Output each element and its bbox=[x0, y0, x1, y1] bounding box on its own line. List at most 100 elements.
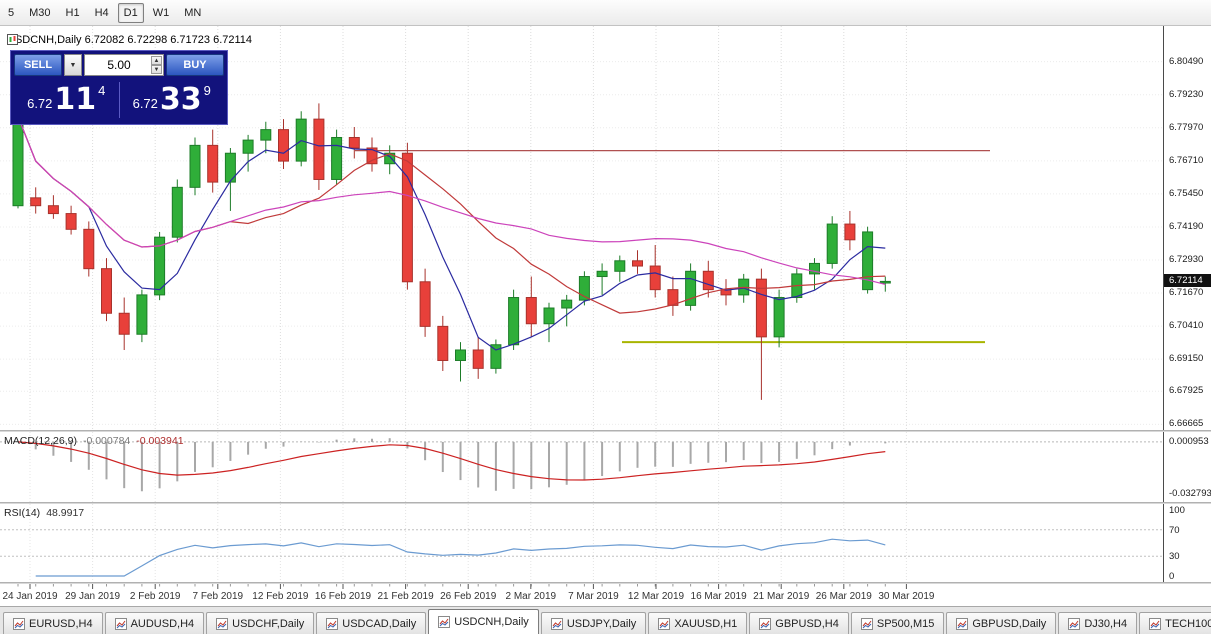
bid-price-main: 11 bbox=[54, 82, 97, 117]
panel-splitter[interactable] bbox=[0, 582, 1211, 584]
chart-tab-label: DJ30,H4 bbox=[1084, 617, 1128, 630]
date-axis-label: 26 Feb 2019 bbox=[440, 591, 497, 602]
chart-tab-tech100-h1[interactable]: TECH100,H1 bbox=[1139, 612, 1211, 634]
chart-tab-gbpusd-h4[interactable]: GBPUSD,H4 bbox=[749, 612, 849, 634]
date-axis-label: 24 Jan 2019 bbox=[2, 591, 58, 602]
macd-canvas[interactable] bbox=[0, 432, 1163, 502]
ask-quote[interactable]: 6.72 33 9 bbox=[120, 79, 225, 121]
chart-tab-label: GBPUSD,Daily bbox=[972, 617, 1047, 630]
chart-tab-xauusd-h1[interactable]: XAUUSD,H1 bbox=[648, 612, 748, 634]
volume-down-icon[interactable]: ▼ bbox=[151, 65, 162, 74]
date-axis-label: 29 Jan 2019 bbox=[65, 591, 121, 602]
mini-chart-icon bbox=[216, 617, 229, 630]
rsi-value: 48.9917 bbox=[46, 507, 85, 519]
chart-tab-eurusd-h4[interactable]: EURUSD,H4 bbox=[3, 612, 103, 634]
mini-chart-icon bbox=[550, 617, 563, 630]
chart-tabs-bar: EURUSD,H4 AUDUSD,H4 USDCHF,Daily USDCAD,Dai… bbox=[0, 606, 1211, 634]
date-axis-label: 2 Feb 2019 bbox=[129, 591, 181, 602]
timeframe-button-d1[interactable]: D1 bbox=[117, 2, 144, 23]
main-chart-panel: USDCNH,Daily 6.72082 6.72298 6.71723 6.7… bbox=[0, 26, 1211, 430]
buy-button[interactable]: BUY bbox=[166, 54, 224, 76]
candlestick-chart-icon bbox=[7, 34, 18, 45]
date-axis-label: 21 Feb 2019 bbox=[377, 591, 434, 602]
rsi-axis-label: 0 bbox=[1169, 571, 1175, 582]
chart-tab-label: GBPUSD,H4 bbox=[775, 617, 839, 630]
sell-button[interactable]: SELL bbox=[14, 54, 62, 76]
one-click-trading-panel: SELL ▼ ▲ ▼ BUY 6.72 11 4 bbox=[10, 50, 228, 125]
timeframe-button-h4[interactable]: H4 bbox=[94, 6, 109, 19]
macd-main-value: -0.000784 bbox=[82, 435, 131, 447]
chart-tab-usdcnh-daily[interactable]: USDCNH,Daily bbox=[428, 609, 539, 634]
timeframe-button-mn[interactable]: MN bbox=[184, 6, 202, 19]
moving-averages-layer bbox=[17, 116, 886, 351]
mini-chart-icon bbox=[114, 617, 127, 630]
rsi-panel: RSI(14) 48.9917 100 70 30 0 bbox=[0, 504, 1211, 582]
chart-tab-label: USDCAD,Daily bbox=[342, 617, 417, 630]
mini-chart-icon bbox=[13, 617, 25, 630]
chart-tab-audusd-h4[interactable]: AUDUSD,H4 bbox=[104, 612, 205, 634]
price-axis-label: 6.69150 bbox=[1169, 353, 1204, 365]
ask-price-prefix: 6.72 bbox=[132, 96, 158, 111]
rsi-canvas[interactable] bbox=[0, 504, 1163, 582]
rsi-axis-label: 70 bbox=[1169, 524, 1180, 536]
tick-marks bbox=[17, 584, 907, 589]
rsi-axis-label: 30 bbox=[1169, 551, 1180, 563]
volume-input[interactable] bbox=[85, 57, 163, 73]
panel-splitter[interactable] bbox=[0, 502, 1211, 504]
mini-chart-icon bbox=[1068, 617, 1081, 630]
date-axis-label: 7 Feb 2019 bbox=[192, 591, 244, 602]
date-axis-label: 30 Mar 2019 bbox=[878, 591, 935, 602]
rsi-axis: 100 70 30 0 bbox=[1163, 504, 1211, 582]
macd-axis: 0.000953 -0.032793 bbox=[1163, 432, 1211, 502]
timeframe-button-m30[interactable]: M30 bbox=[29, 6, 51, 19]
mini-chart-icon bbox=[1149, 617, 1162, 630]
rsi-grid-layer bbox=[0, 504, 1163, 582]
rsi-label: RSI(14) bbox=[4, 507, 41, 519]
date-axis-label: 16 Mar 2019 bbox=[690, 591, 747, 602]
volume-dropdown-icon[interactable]: ▼ bbox=[64, 54, 82, 76]
chart-ohlc-title: USDCNH,Daily 6.72082 6.72298 6.71723 6.7… bbox=[7, 34, 252, 46]
timeframe-button-h1[interactable]: H1 bbox=[65, 6, 80, 19]
timeframe-button-w1[interactable]: W1 bbox=[152, 6, 170, 19]
chart-tab-usdcad-daily[interactable]: USDCAD,Daily bbox=[316, 612, 427, 634]
candles-layer bbox=[12, 103, 891, 400]
ask-price-pip: 9 bbox=[203, 83, 211, 98]
rsi-axis-label: 100 bbox=[1169, 505, 1185, 516]
date-axis-label: 2 Mar 2019 bbox=[505, 591, 557, 602]
mini-chart-icon bbox=[658, 617, 671, 630]
panel-splitter[interactable] bbox=[0, 430, 1211, 432]
macd-signal-line bbox=[17, 441, 886, 481]
grid-layer bbox=[0, 26, 1163, 430]
bid-price-prefix: 6.72 bbox=[27, 96, 53, 111]
macd-header: MACD(12,26,9) -0.000784 -0.003941 bbox=[4, 435, 184, 447]
chart-tab-label: USDJPY,Daily bbox=[566, 617, 637, 630]
ask-price-main: 33 bbox=[159, 82, 202, 117]
volume-up-icon[interactable]: ▲ bbox=[151, 56, 162, 65]
chart-tab-sp500-m15[interactable]: SP500,M15 bbox=[850, 612, 945, 634]
date-axis-label: 12 Feb 2019 bbox=[252, 591, 309, 602]
timeframe-button-5[interactable]: 5 bbox=[8, 6, 15, 19]
macd-label: MACD(12,26,9) bbox=[4, 435, 77, 447]
current-price-badge: 6.72114 bbox=[1164, 274, 1211, 288]
chart-tab-label: EURUSD,H4 bbox=[29, 617, 93, 630]
chart-tab-dj30-h4[interactable]: DJ30,H4 bbox=[1058, 612, 1138, 634]
chart-tab-label: USDCNH,Daily bbox=[454, 616, 529, 628]
time-axis[interactable]: 24 Jan 2019 29 Jan 2019 2 Feb 2019 7 Feb 20… bbox=[0, 584, 1211, 606]
chart-tab-label: XAUUSD,H1 bbox=[674, 617, 738, 630]
price-axis-label: 6.67925 bbox=[1169, 385, 1204, 397]
date-axis-label: 21 Mar 2019 bbox=[753, 591, 810, 602]
bid-quote[interactable]: 6.72 11 4 bbox=[14, 79, 119, 121]
macd-axis-label: 0.000953 bbox=[1169, 435, 1209, 447]
chart-tab-label: AUDUSD,H4 bbox=[130, 617, 195, 630]
main-chart-canvas[interactable] bbox=[0, 26, 1163, 430]
date-axis-label: 16 Feb 2019 bbox=[314, 591, 372, 602]
chart-tab-gbpusd-daily[interactable]: GBPUSD,Daily bbox=[946, 612, 1057, 634]
date-axis-label: 26 Mar 2019 bbox=[815, 591, 872, 602]
price-axis-label: 6.80490 bbox=[1169, 55, 1204, 67]
chart-tab-usdchf-daily[interactable]: USDCHF,Daily bbox=[206, 612, 315, 634]
price-axis-label: 6.72930 bbox=[1169, 254, 1204, 265]
levels-layer bbox=[355, 150, 990, 344]
bid-price-pip: 4 bbox=[98, 83, 106, 98]
price-axis[interactable]: 6.72114 6.80490 6.79230 6.77970 6.76710 6.75… bbox=[1163, 26, 1211, 430]
chart-tab-usdjpy-daily[interactable]: USDJPY,Daily bbox=[540, 612, 647, 634]
